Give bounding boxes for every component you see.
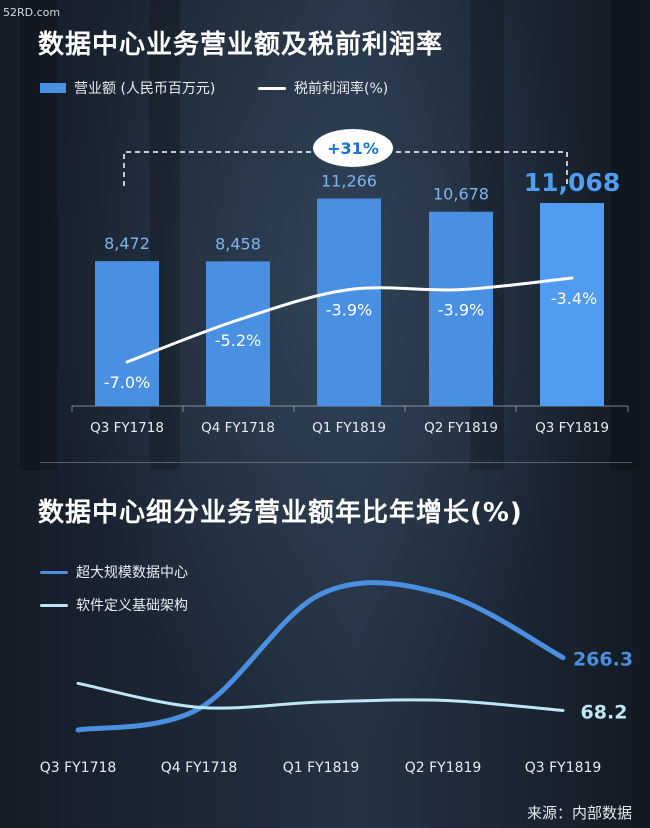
source-note: 来源：内部数据 [526, 804, 632, 822]
bar [540, 203, 604, 406]
section-divider [40, 462, 632, 463]
x-tick-label: Q3 FY1718 [90, 420, 164, 436]
line-swatch [40, 603, 68, 607]
chart1-legend-bar: 营业额 (人民币百万元) [40, 78, 215, 98]
chart2-legend-sdi: 软件定义基础架构 [40, 595, 188, 615]
chart2-legend-hyperscale: 超大规模数据中心 [40, 562, 188, 582]
line-swatch [258, 86, 286, 90]
x-tick-label: Q4 FY1718 [161, 760, 238, 776]
bar-value-label: 10,678 [433, 185, 489, 204]
bar-value-label: 11,068 [524, 168, 620, 197]
bar-value-label: 11,266 [321, 172, 377, 191]
bar [95, 261, 159, 406]
chart2-title: 数据中心细分业务营业额年比年增长(%) [38, 498, 523, 528]
sdi-end-label: 68.2 [581, 701, 628, 723]
x-tick-label: Q3 FY1819 [525, 760, 602, 776]
margin-value-label: -7.0% [104, 373, 150, 392]
watermark: 52RD.com [3, 6, 61, 19]
x-tick-label: Q1 FY1819 [283, 760, 360, 776]
margin-value-label: -3.9% [438, 301, 484, 320]
legend-label-margin: 税前利润率(%) [294, 81, 389, 97]
margin-line [125, 276, 574, 364]
x-tick-label: Q2 FY1819 [405, 760, 482, 776]
bar [206, 261, 270, 406]
x-tick-label: Q3 FY1718 [40, 760, 117, 776]
bar-value-label: 8,458 [215, 234, 261, 253]
bar-value-label: 8,472 [104, 234, 150, 253]
margin-value-label: -5.2% [215, 331, 261, 350]
bar [429, 211, 493, 406]
x-tick-label: Q4 FY1718 [201, 420, 275, 436]
hyperscale-end-label: 266.3 [573, 649, 633, 671]
growth-badge [313, 129, 393, 167]
x-tick-label: Q3 FY1819 [535, 420, 609, 436]
x-tick-label: Q2 FY1819 [424, 420, 498, 436]
x-tick-label: Q1 FY1819 [312, 420, 386, 436]
line-swatch [40, 570, 68, 574]
hyperscale-line [75, 580, 566, 733]
background-rack [610, 0, 640, 470]
chart1-title: 数据中心业务营业额及税前利润率 [38, 30, 444, 60]
bar [317, 198, 381, 406]
chart1-legend-line: 税前利润率(%) [258, 78, 388, 98]
growth-annotation: +31% [327, 139, 379, 158]
legend-label-hyperscale: 超大规模数据中心 [76, 565, 188, 581]
margin-value-label: -3.4% [551, 289, 597, 308]
background-rack [20, 0, 58, 470]
margin-value-label: -3.9% [326, 301, 372, 320]
bar-swatch [40, 83, 66, 93]
legend-label-revenue: 营业额 (人民币百万元) [74, 81, 216, 97]
sdi-line [76, 681, 565, 712]
legend-label-sdi: 软件定义基础架构 [76, 598, 188, 614]
chart1-plot: 8,472 8,458 11,266 10,678 11,068 -7.0% -5.2% -3… [71, 129, 629, 436]
